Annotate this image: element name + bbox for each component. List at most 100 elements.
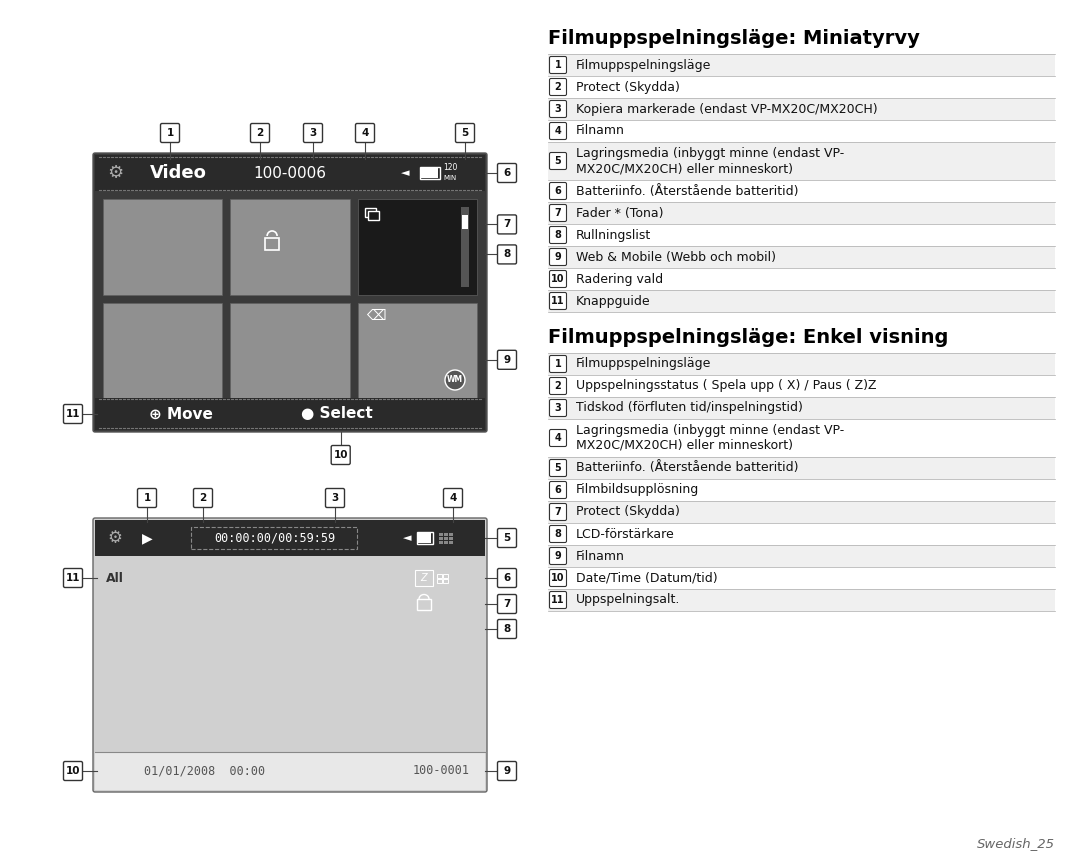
- Text: 4: 4: [555, 433, 562, 443]
- FancyBboxPatch shape: [550, 569, 567, 587]
- Text: 8: 8: [554, 230, 562, 240]
- Text: Rullningslist: Rullningslist: [576, 228, 651, 241]
- Bar: [418, 533, 431, 543]
- Text: MIN: MIN: [444, 175, 457, 181]
- Text: 9: 9: [503, 766, 511, 776]
- Bar: [548, 353, 1055, 375]
- FancyBboxPatch shape: [251, 123, 270, 142]
- Text: Fader * (Tona): Fader * (Tona): [576, 207, 663, 220]
- Text: 120: 120: [443, 162, 457, 172]
- FancyBboxPatch shape: [550, 248, 567, 266]
- Text: 7: 7: [503, 220, 511, 229]
- FancyBboxPatch shape: [550, 503, 567, 521]
- Bar: [230, 199, 350, 294]
- Text: Lagringsmedia (inbyggt minne (endast VP-
MX20C/MX20CH) eller minneskort): Lagringsmedia (inbyggt minne (endast VP-…: [576, 424, 845, 452]
- Bar: [443, 574, 448, 578]
- Bar: [103, 303, 222, 398]
- FancyBboxPatch shape: [64, 569, 82, 588]
- FancyBboxPatch shape: [498, 351, 516, 369]
- Bar: [548, 54, 1055, 76]
- Text: Radering vald: Radering vald: [576, 273, 663, 286]
- Text: 1: 1: [555, 359, 562, 369]
- Bar: [95, 520, 485, 556]
- Text: 5: 5: [555, 156, 562, 166]
- FancyBboxPatch shape: [498, 595, 516, 614]
- FancyBboxPatch shape: [193, 489, 213, 508]
- Bar: [548, 397, 1055, 419]
- FancyBboxPatch shape: [498, 245, 516, 264]
- FancyBboxPatch shape: [498, 163, 516, 182]
- Text: Filmbildsupplösning: Filmbildsupplösning: [576, 483, 699, 496]
- Text: ● Select: ● Select: [301, 406, 373, 422]
- Text: 7: 7: [503, 599, 511, 609]
- Text: Filmuppspelningsläge: Filmuppspelningsläge: [576, 58, 712, 71]
- Bar: [367, 211, 379, 220]
- Text: 5: 5: [461, 128, 469, 138]
- Text: Date/Time (Datum/tid): Date/Time (Datum/tid): [576, 571, 717, 584]
- FancyBboxPatch shape: [498, 761, 516, 780]
- Text: 9: 9: [503, 355, 511, 365]
- FancyBboxPatch shape: [64, 404, 82, 424]
- Text: ⚙: ⚙: [108, 529, 122, 547]
- Text: 10: 10: [551, 274, 565, 284]
- Bar: [444, 541, 448, 544]
- FancyBboxPatch shape: [550, 430, 567, 446]
- FancyBboxPatch shape: [550, 482, 567, 498]
- Text: 2: 2: [555, 381, 562, 391]
- FancyBboxPatch shape: [550, 378, 567, 394]
- Text: 6: 6: [555, 485, 562, 495]
- Bar: [443, 579, 448, 583]
- Text: Tidskod (förfluten tid/inspelningstid): Tidskod (förfluten tid/inspelningstid): [576, 402, 802, 415]
- Text: 8: 8: [554, 529, 562, 539]
- Bar: [548, 457, 1055, 479]
- FancyBboxPatch shape: [498, 215, 516, 233]
- Bar: [357, 303, 477, 398]
- Bar: [421, 168, 438, 178]
- Text: 01/01/2008  00:00: 01/01/2008 00:00: [144, 765, 265, 778]
- FancyBboxPatch shape: [550, 591, 567, 608]
- Text: Filmuppspelningsläge: Filmuppspelningsläge: [576, 358, 712, 371]
- Bar: [417, 532, 433, 544]
- Text: WM: WM: [447, 376, 463, 385]
- Text: Protect (Skydda): Protect (Skydda): [576, 505, 680, 518]
- Bar: [461, 207, 469, 286]
- Text: 1: 1: [144, 493, 150, 503]
- Text: ⊕ Move: ⊕ Move: [149, 406, 213, 422]
- FancyBboxPatch shape: [325, 489, 345, 508]
- Bar: [548, 246, 1055, 268]
- Text: 11: 11: [551, 595, 565, 605]
- Text: 10: 10: [551, 573, 565, 583]
- Bar: [444, 533, 448, 536]
- Bar: [415, 570, 433, 586]
- Bar: [417, 599, 431, 610]
- Text: Knappguide: Knappguide: [576, 294, 650, 307]
- Text: 3: 3: [555, 403, 562, 413]
- FancyBboxPatch shape: [550, 356, 567, 372]
- FancyBboxPatch shape: [64, 761, 82, 780]
- Text: 6: 6: [503, 573, 511, 583]
- Bar: [438, 533, 443, 536]
- Text: 6: 6: [503, 168, 511, 178]
- Bar: [548, 501, 1055, 523]
- Text: 7: 7: [555, 507, 562, 517]
- Text: Video: Video: [150, 164, 207, 182]
- Bar: [449, 537, 453, 540]
- Text: 1: 1: [166, 128, 174, 138]
- Text: 2: 2: [256, 128, 264, 138]
- Text: 10: 10: [334, 450, 348, 460]
- FancyBboxPatch shape: [355, 123, 375, 142]
- Text: Lagringsmedia (inbyggt minne (endast VP-
MX20C/MX20CH) eller minneskort): Lagringsmedia (inbyggt minne (endast VP-…: [576, 147, 845, 175]
- FancyBboxPatch shape: [93, 518, 487, 792]
- Bar: [437, 574, 442, 578]
- Bar: [548, 98, 1055, 120]
- Text: All: All: [106, 571, 124, 584]
- Text: Batteriinfo. (Återstående batteritid): Batteriinfo. (Återstående batteritid): [576, 185, 798, 198]
- Text: Web & Mobile (Webb och mobil): Web & Mobile (Webb och mobil): [576, 251, 777, 264]
- FancyBboxPatch shape: [456, 123, 474, 142]
- Bar: [365, 208, 376, 217]
- Text: Z: Z: [421, 573, 428, 583]
- Bar: [265, 238, 279, 250]
- Text: 8: 8: [503, 249, 511, 260]
- FancyBboxPatch shape: [161, 123, 179, 142]
- Bar: [548, 142, 1055, 180]
